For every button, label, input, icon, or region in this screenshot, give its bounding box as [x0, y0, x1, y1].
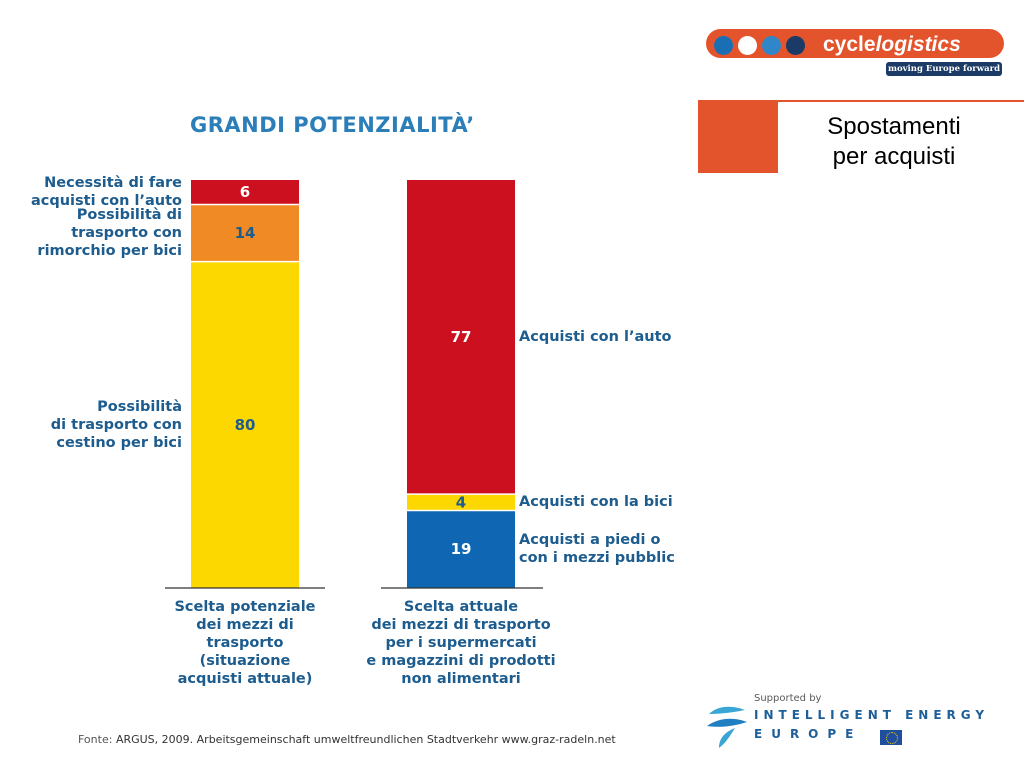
- source-text: ARGUS, 2009. Arbeitsgemeinschaft umweltf…: [115, 733, 616, 746]
- segment-label: Acquisti con l’auto: [519, 329, 672, 346]
- bar-segment: [191, 204, 299, 262]
- slide-title-line-2: per acquisti: [832, 143, 956, 170]
- logo-dot: [738, 36, 757, 55]
- logo-tagline: moving Europe forward: [886, 62, 1002, 76]
- segment-label: Possibilità di trasporto con rimorchio per…: [37, 207, 182, 260]
- bar-segment: [407, 180, 515, 495]
- source-note: Fonte: ARGUS, 2009. Arbeitsgemeinschaft …: [78, 733, 616, 746]
- data-label: 80: [235, 416, 256, 434]
- bar-segment: [191, 261, 299, 588]
- slide-title-line-1: Spostamenti: [827, 113, 961, 140]
- eu-flag-icon: [880, 730, 902, 745]
- segment-label: Necessità di fare acquisti con l’auto: [30, 175, 182, 210]
- data-label: 19: [451, 540, 472, 558]
- bar-segment: [407, 510, 515, 588]
- iee-logo: Supported by INTELLIGENT ENERGY EUROPE: [705, 692, 1015, 752]
- data-label: 4: [456, 493, 466, 511]
- data-label: 14: [235, 224, 256, 242]
- category-label: Scelta attuale dei mezzi di trasporto per …: [366, 599, 556, 687]
- data-label: 6: [240, 183, 250, 201]
- logo-dot: [786, 36, 805, 55]
- logo-wordmark: cyclelogistics: [823, 33, 961, 56]
- bar-segment: [191, 180, 299, 205]
- logo-dot: [762, 36, 781, 55]
- data-label: 77: [451, 328, 472, 346]
- iee-line-2: EUROPE: [754, 727, 863, 741]
- logo-pill: cyclelogistics: [706, 29, 1004, 58]
- logo-dot: [714, 36, 733, 55]
- iee-swoosh-icon: [707, 706, 747, 748]
- accent-block: [698, 102, 778, 173]
- source-prefix: Fonte:: [78, 733, 113, 746]
- segment-label: Acquisti a piedi o con i mezzi pubblic: [519, 532, 675, 567]
- cyclelogistics-logo: cyclelogistics moving Europe forward: [706, 27, 1006, 79]
- segment-label: Acquisti con la bici: [519, 494, 673, 511]
- iee-supported-by: Supported by: [754, 693, 822, 704]
- category-label: Scelta potenziale dei mezzi di trasporto (s…: [174, 599, 316, 687]
- iee-line-1: INTELLIGENT ENERGY: [754, 708, 990, 722]
- bar-segment: [407, 494, 515, 511]
- header-rule: [698, 100, 1024, 102]
- segment-label: Possibilità di trasporto con cestino per b…: [50, 398, 182, 451]
- slide-title: Spostamenti per acquisti: [790, 112, 998, 172]
- chart-title: GRANDI POTENZIALITÀ’: [190, 113, 475, 137]
